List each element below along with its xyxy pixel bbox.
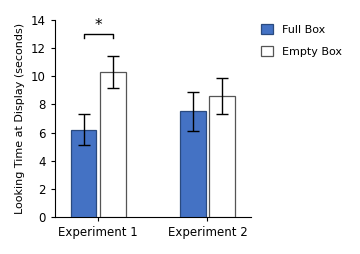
Bar bbox=[209, 96, 235, 217]
Y-axis label: Looking Time at Display (seconds): Looking Time at Display (seconds) bbox=[15, 23, 25, 214]
Bar bbox=[100, 72, 126, 217]
Text: *: * bbox=[94, 18, 102, 33]
Bar bbox=[71, 130, 96, 217]
Legend: Full Box, Empty Box: Full Box, Empty Box bbox=[258, 22, 344, 59]
Bar bbox=[180, 112, 206, 217]
